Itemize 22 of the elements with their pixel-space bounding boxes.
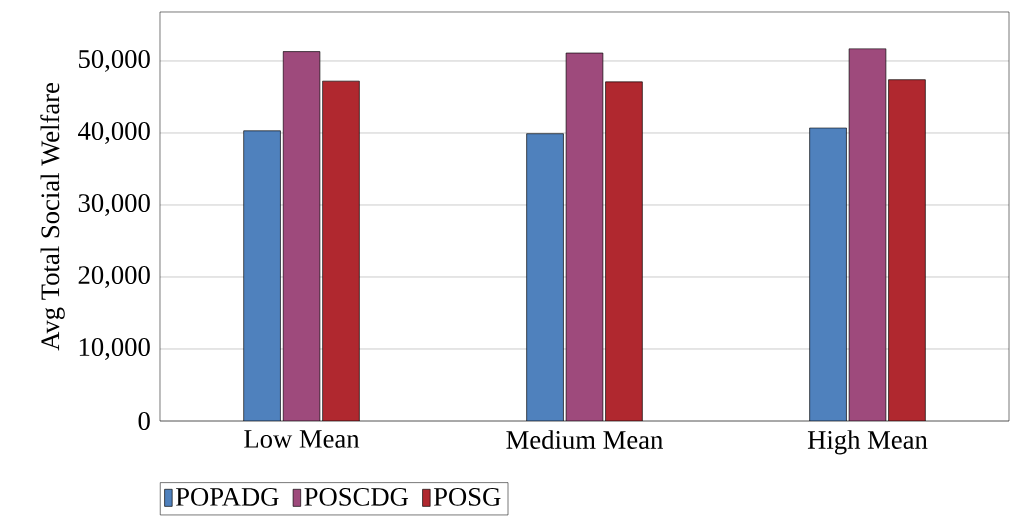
bar — [322, 80, 360, 421]
y-tick-label: 50,000 — [79, 50, 150, 72]
bar — [605, 81, 643, 421]
bar — [888, 79, 926, 421]
bar — [809, 127, 847, 421]
y-tick-label: 10,000 — [79, 338, 150, 360]
y-axis-title: Avg Total Social Welfare — [40, 83, 65, 351]
legend-label: POPADG — [175, 487, 279, 506]
bar — [282, 51, 321, 421]
bar — [243, 130, 281, 421]
y-tick-label: 30,000 — [78, 194, 150, 216]
bar — [848, 48, 887, 421]
y-tick-label: 20,000 — [78, 266, 150, 288]
y-tick-label: 40,000 — [78, 122, 150, 144]
x-tick-label: High Mean — [807, 430, 928, 455]
bar — [565, 52, 604, 421]
x-tick-label: Low Mean — [244, 430, 360, 448]
legend-label: POSCDG — [304, 487, 409, 506]
y-tick-label: 0 — [138, 412, 150, 430]
bar — [526, 133, 564, 421]
x-tick-label: Medium Mean — [506, 430, 663, 449]
legend-label: POSG — [433, 487, 501, 506]
